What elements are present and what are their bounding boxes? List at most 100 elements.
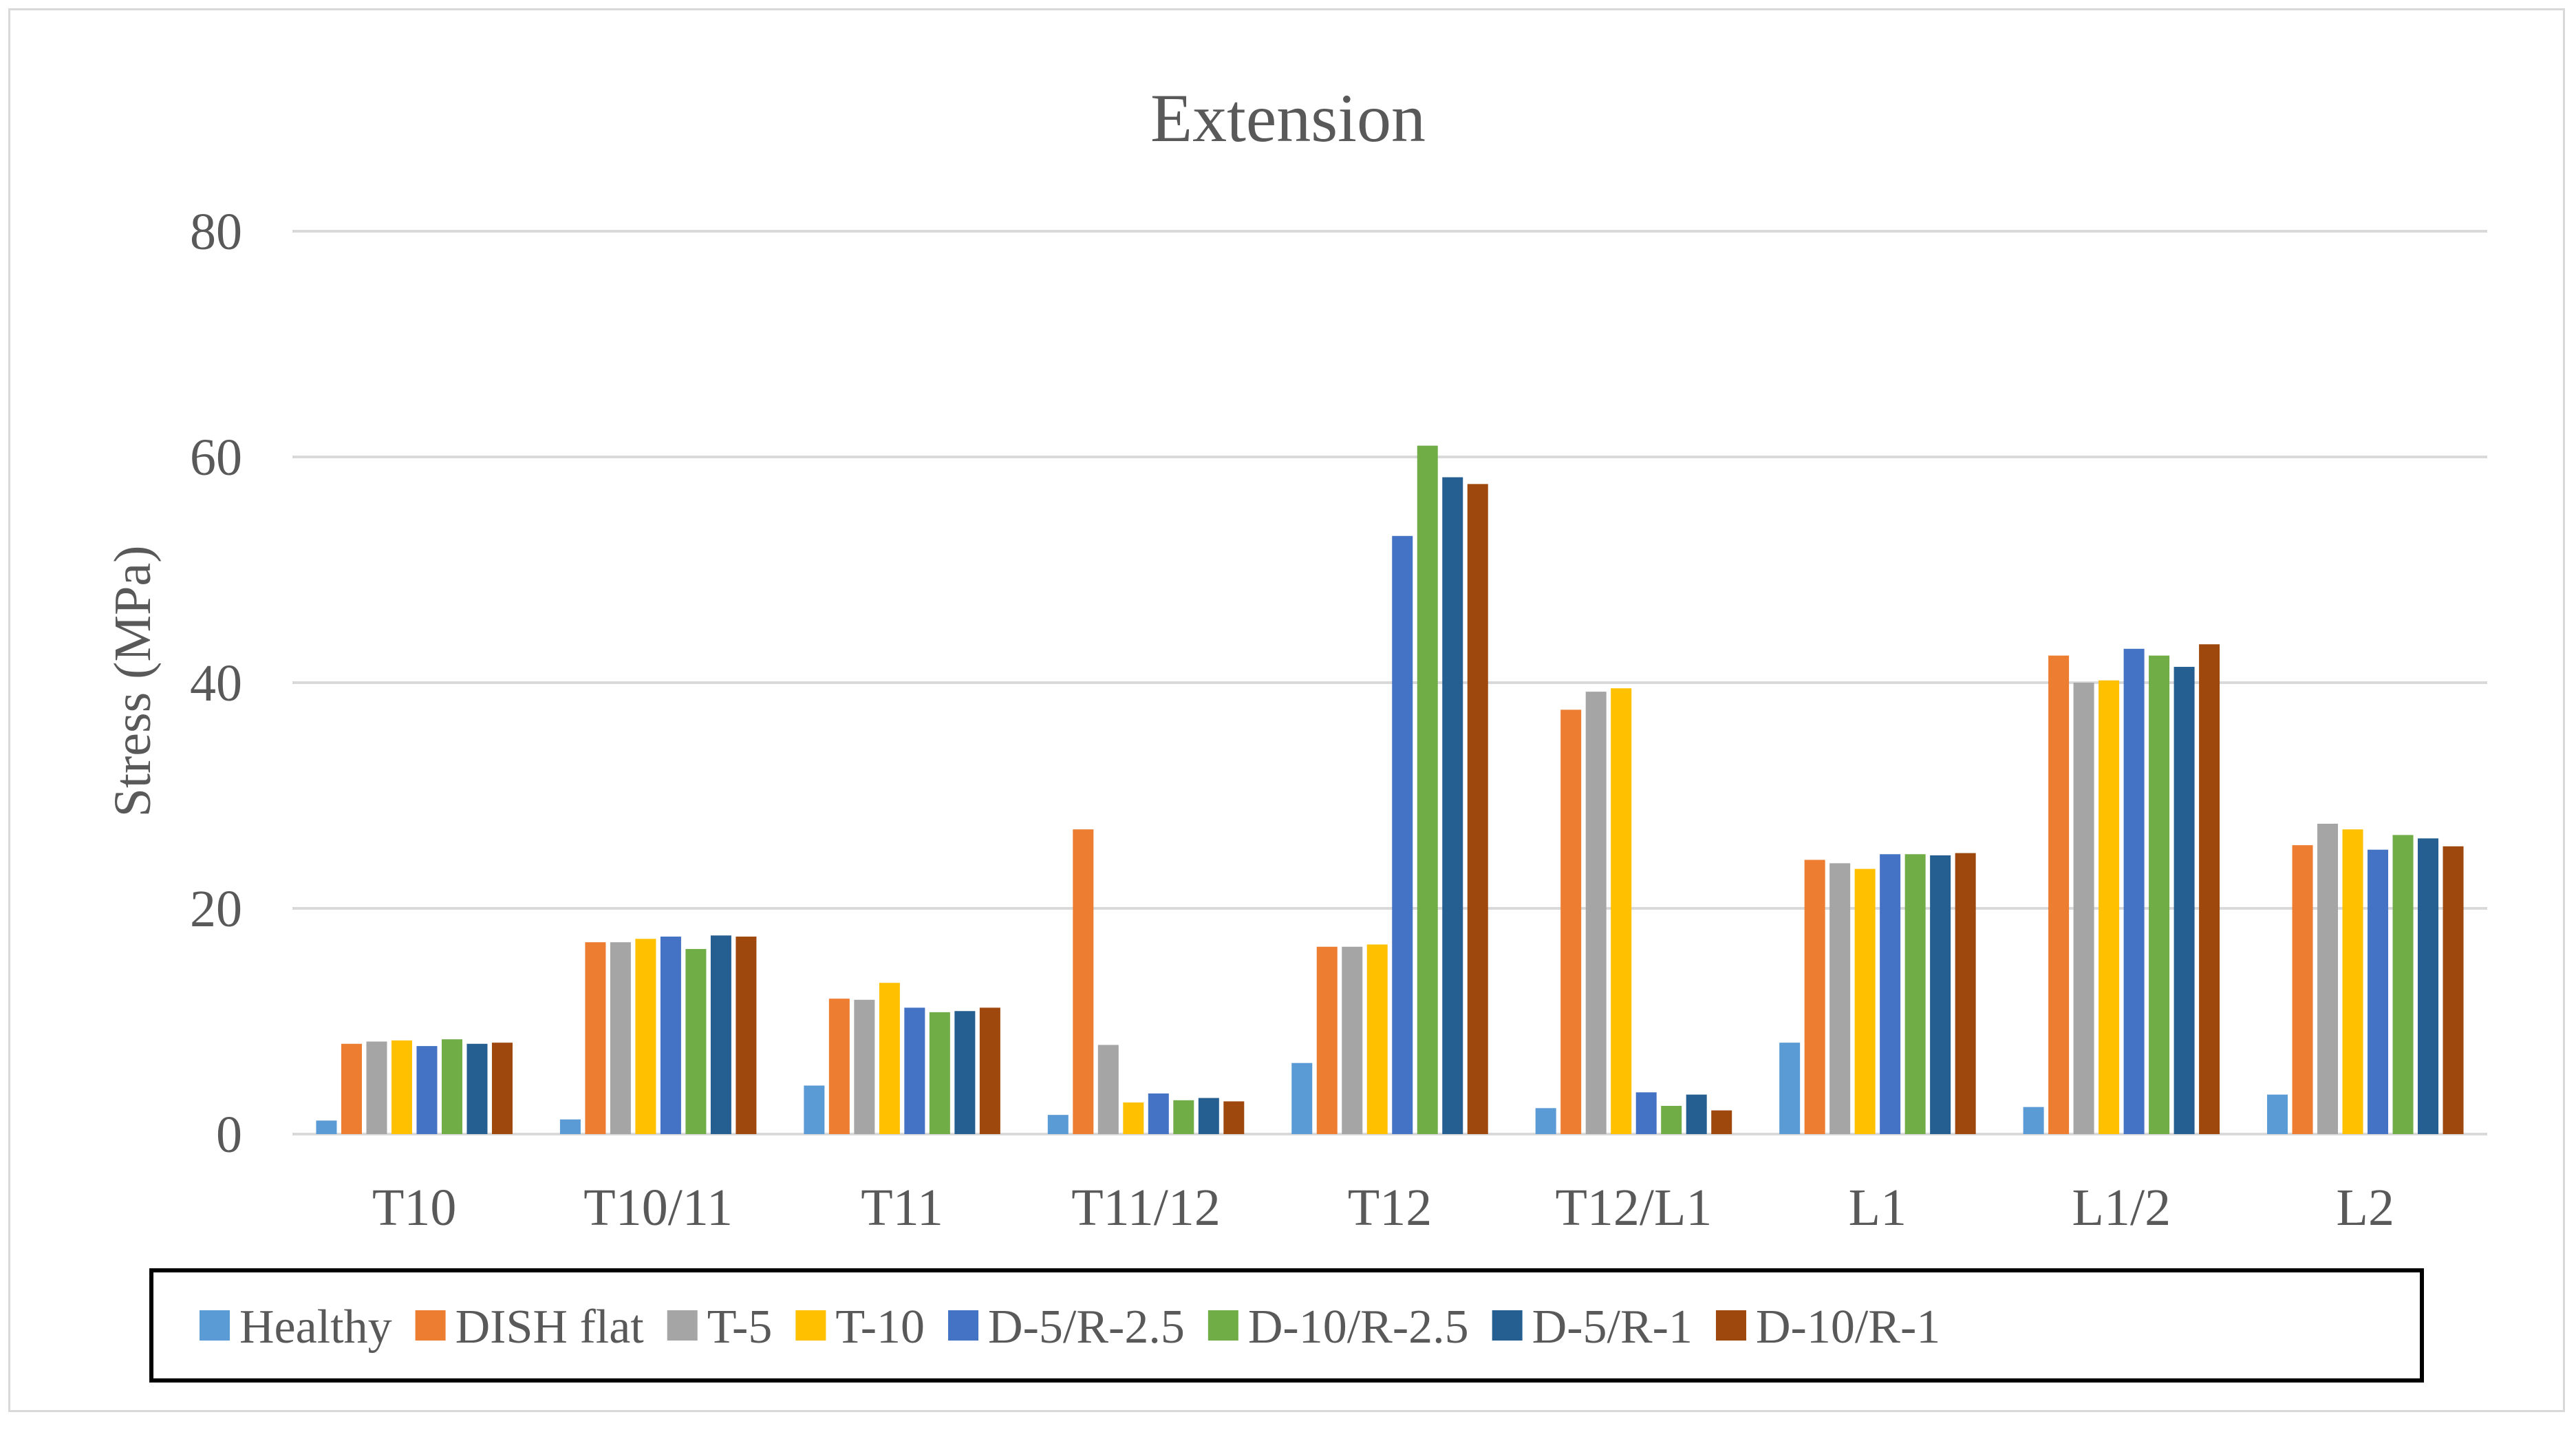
x-tick-label: L1 [1849,1179,1907,1237]
bar-L1-D-5/R-2.5 [1880,854,1901,1134]
bar-T10-DISH flat [341,1043,362,1134]
bar-T12-D-5/R-2.5 [1392,535,1413,1134]
bar-T11/12-DISH flat [1073,829,1094,1134]
legend-label-D-5/R-2.5: D-5/R-2.5 [988,1301,1185,1354]
legend-label-Healthy: Healthy [239,1301,392,1354]
x-tick-label: T11/12 [1071,1179,1221,1237]
x-tick-label: T10/11 [583,1179,733,1237]
bar-T12-D-5/R-1 [1442,477,1463,1134]
bar-T12/L1-D-5/R-1 [1686,1094,1707,1134]
legend-label-T-10: T-10 [835,1301,925,1354]
y-tick-label: 60 [190,429,242,487]
bars [316,445,2464,1134]
bar-L1-DISH flat [1804,860,1825,1134]
bar-L1-D-10/R-1 [1955,853,1976,1134]
bar-T12-DISH flat [1316,946,1338,1134]
legend-swatch-D-5/R-1 [1492,1310,1523,1341]
bar-T10-T-10 [391,1040,412,1134]
legend-swatch-T-5 [667,1310,698,1341]
bar-T12-D-10/R-2.5 [1417,445,1438,1134]
bar-L1/2-T-5 [2073,683,2094,1134]
bar-T11-Healthy [804,1085,825,1134]
legend-swatch-Healthy [200,1310,230,1341]
bar-L1-Healthy [1779,1043,1801,1134]
bar-T12/L1-T-5 [1585,692,1607,1134]
bar-L1-T-5 [1829,863,1851,1134]
bar-L2-T-10 [2342,829,2363,1134]
legend-label-DISH flat: DISH flat [455,1301,645,1354]
bar-T11/12-Healthy [1047,1115,1069,1134]
bar-T10-D-5/R-2.5 [416,1046,438,1134]
bar-T12/L1-D-5/R-2.5 [1635,1092,1657,1134]
bar-L1/2-T-10 [2099,680,2120,1134]
bar-L2-Healthy [2267,1094,2288,1134]
bar-T11-D-10/R-1 [979,1007,1000,1134]
legend-swatch-D-5/R-2.5 [948,1310,979,1341]
bar-T11-D-10/R-2.5 [929,1012,950,1134]
bar-T11-D-5/R-1 [954,1011,976,1134]
bar-T10/11-T-5 [610,942,631,1134]
bar-L1/2-Healthy [2023,1107,2044,1134]
x-tick-label: T12 [1348,1179,1432,1237]
bar-T11-DISH flat [828,999,850,1134]
bar-L1-T-10 [1854,868,1876,1134]
bar-L2-D-5/R-2.5 [2368,849,2389,1134]
bar-T12-Healthy [1291,1063,1313,1134]
bar-T12/L1-D-10/R-1 [1711,1110,1732,1134]
bar-T10-Healthy [316,1120,337,1134]
bar-T11-T-5 [854,999,875,1134]
bar-T12-T-10 [1366,944,1388,1134]
bar-T11/12-T-5 [1097,1045,1119,1134]
bar-T10-D-5/R-1 [466,1043,488,1134]
bar-L2-D-5/R-1 [2418,838,2439,1134]
legend-label-D-10/R-2.5: D-10/R-2.5 [1248,1301,1469,1354]
gridlines [292,230,2487,1135]
y-tick-label: 80 [190,203,242,261]
bar-L1-D-5/R-1 [1930,855,1951,1134]
bar-T11/12-D-5/R-2.5 [1148,1093,1169,1134]
bar-T10/11-T-10 [635,939,656,1134]
bar-T11/12-D-5/R-1 [1198,1098,1219,1134]
bar-T10-D-10/R-1 [491,1043,513,1134]
bar-L1/2-DISH flat [2048,655,2070,1134]
y-tick-labels: 0 20 40 60 80 [190,203,242,1164]
bar-T12/L1-T-10 [1611,688,1632,1134]
bar-T10-T-5 [366,1041,387,1134]
bar-T11/12-T-10 [1123,1102,1144,1134]
x-tick-label: L1/2 [2072,1179,2171,1237]
legend-swatch-D-10/R-1 [1715,1310,1746,1341]
bar-T11/12-D-10/R-2.5 [1173,1100,1194,1134]
y-axis-label: Stress (MPa) [104,546,162,818]
bar-L1-D-10/R-2.5 [1904,854,1926,1134]
bar-L1/2-D-5/R-1 [2174,667,2195,1134]
y-tick-label: 40 [190,654,242,712]
bar-L1/2-D-5/R-2.5 [2123,648,2145,1134]
bar-T10/11-Healthy [559,1119,581,1134]
legend-swatch-DISH flat [415,1310,446,1341]
legend-label-T-5: T-5 [707,1301,773,1354]
x-tick-label: L2 [2337,1179,2394,1237]
bar-T10-D-10/R-2.5 [441,1039,462,1134]
bar-T12/L1-DISH flat [1560,709,1582,1134]
bar-T12-T-5 [1342,946,1363,1134]
x-tick-label: T11 [861,1179,943,1237]
bar-T11-T-10 [879,983,900,1134]
bar-L2-DISH flat [2292,845,2313,1134]
bar-T10/11-D-5/R-2.5 [660,937,681,1134]
legend-swatch-T-10 [795,1310,826,1341]
bar-T12-D-10/R-1 [1467,484,1488,1134]
legend-box [149,1268,2424,1383]
legend-label-D-5/R-1: D-5/R-1 [1532,1301,1693,1354]
bar-T12/L1-D-10/R-2.5 [1661,1106,1682,1134]
bar-T12/L1-Healthy [1535,1108,1556,1134]
bar-L1/2-D-10/R-2.5 [2149,655,2170,1134]
bar-T10/11-D-10/R-2.5 [685,949,707,1134]
legend: Healthy DISH flat T-5 T-10 D-5/R-2.5 D-10/R-2… [200,1301,1940,1354]
x-tick-label: T12/L1 [1555,1179,1712,1237]
legend-swatch-D-10/R-2.5 [1208,1310,1238,1341]
bar-T11-D-5/R-2.5 [904,1007,925,1134]
bar-T10/11-DISH flat [585,942,606,1134]
bar-L2-D-10/R-1 [2443,846,2464,1134]
legend-label-D-10/R-1: D-10/R-1 [1756,1301,1940,1354]
